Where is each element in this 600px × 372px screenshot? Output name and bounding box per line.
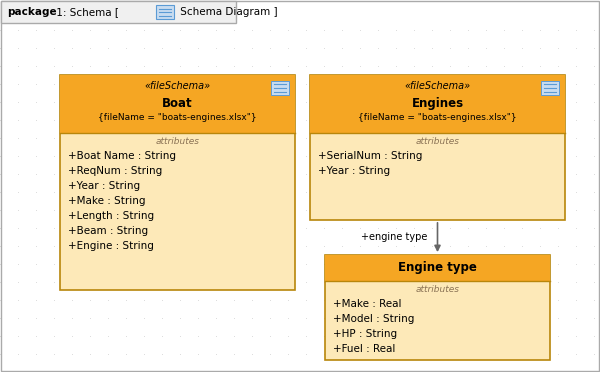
Text: +Year : String: +Year : String (318, 166, 390, 176)
Text: Schema Diagram ]: Schema Diagram ] (177, 7, 278, 17)
Text: Engines: Engines (412, 97, 464, 110)
Text: Boat: Boat (162, 97, 193, 110)
Text: «fileSchema»: «fileSchema» (145, 81, 211, 91)
Text: 1: Schema [: 1: Schema [ (53, 7, 119, 17)
FancyBboxPatch shape (156, 5, 174, 19)
FancyBboxPatch shape (1, 1, 236, 23)
FancyBboxPatch shape (60, 75, 295, 133)
Text: attributes: attributes (415, 285, 460, 294)
Text: +Boat Name : String: +Boat Name : String (68, 151, 176, 161)
Text: +engine type: +engine type (361, 232, 427, 243)
Text: «fileSchema»: «fileSchema» (404, 81, 470, 91)
FancyBboxPatch shape (271, 81, 289, 95)
FancyBboxPatch shape (310, 75, 565, 220)
FancyBboxPatch shape (60, 75, 295, 290)
FancyBboxPatch shape (325, 255, 550, 281)
Text: package: package (7, 7, 56, 17)
FancyBboxPatch shape (541, 81, 559, 95)
Text: +Year : String: +Year : String (68, 181, 140, 191)
Text: +Fuel : Real: +Fuel : Real (333, 344, 395, 354)
Text: +Engine : String: +Engine : String (68, 241, 154, 251)
Text: +Beam : String: +Beam : String (68, 226, 148, 236)
Text: +Make : Real: +Make : Real (333, 299, 401, 309)
Text: attributes: attributes (155, 137, 199, 146)
Text: {fileName = "boats-engines.xlsx"}: {fileName = "boats-engines.xlsx"} (358, 113, 517, 122)
Text: +ReqNum : String: +ReqNum : String (68, 166, 162, 176)
Text: +SerialNum : String: +SerialNum : String (318, 151, 422, 161)
Text: +HP : String: +HP : String (333, 329, 397, 339)
Text: attributes: attributes (415, 137, 460, 146)
Text: Engine type: Engine type (398, 261, 477, 274)
Text: +Model : String: +Model : String (333, 314, 415, 324)
Text: +Length : String: +Length : String (68, 211, 154, 221)
Text: +Make : String: +Make : String (68, 196, 146, 206)
Text: {fileName = "boats-engines.xlsx"}: {fileName = "boats-engines.xlsx"} (98, 113, 257, 122)
FancyBboxPatch shape (325, 255, 550, 360)
FancyBboxPatch shape (310, 75, 565, 133)
